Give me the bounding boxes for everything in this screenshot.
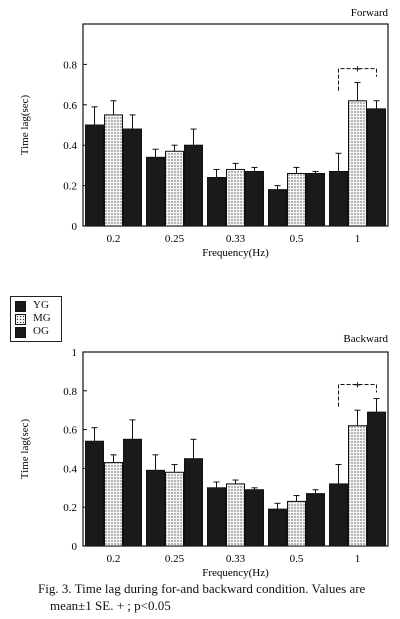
bar-og — [367, 108, 386, 227]
x-tick-label: 0.5 — [290, 233, 304, 245]
bar-og — [123, 438, 142, 547]
bar-og — [367, 411, 386, 547]
bar-mg — [104, 462, 123, 547]
legend-item-og: OG — [15, 325, 59, 338]
bar-og — [123, 128, 142, 227]
bar-yg — [268, 189, 287, 227]
y-tick-label: 1 — [72, 347, 78, 359]
backward-chart: 0 0.2 0.4 0.6 0.8 1 Backward Time lag(sec) Frequ… — [19, 333, 389, 579]
x-tick-label: 0.5 — [290, 553, 304, 565]
x-tick-label: 0.33 — [226, 553, 246, 565]
bar-mg — [226, 168, 245, 227]
bar-og — [306, 493, 325, 547]
significance-marker: + — [354, 378, 361, 392]
y-axis-label: Time lag(sec) — [19, 94, 31, 155]
forward-chart: 0 0.2 0.4 0.6 0.8 Forward Time lag(sec) Frequen… — [19, 7, 389, 259]
y-tick-label: 0.6 — [63, 425, 77, 437]
bar-mg — [287, 172, 306, 227]
y-axis-label: Time lag(sec) — [19, 418, 31, 479]
caption-line-2: mean±1 SE. + ; p<0.05 — [50, 598, 171, 613]
bar-mg — [348, 100, 367, 227]
chart-title: Forward — [351, 7, 389, 19]
bar-yg — [329, 170, 348, 227]
legend-label-mg: MG — [33, 312, 51, 324]
significance-marker: + — [354, 62, 361, 76]
y-tick-label: 0 — [72, 221, 78, 233]
bar-yg — [268, 508, 287, 547]
x-tick-label: 0.33 — [226, 233, 246, 245]
bar-mg — [348, 425, 367, 547]
bar-og — [184, 458, 203, 547]
x-tick-label: 0.25 — [165, 553, 185, 565]
bar-og — [306, 172, 325, 227]
y-tick-label: 0.8 — [63, 386, 77, 398]
bar-og — [245, 489, 264, 547]
significance-bracket — [338, 68, 377, 91]
bar-yg — [85, 124, 104, 227]
y-tick-label: 0.6 — [63, 100, 77, 112]
x-tick-label: 0.2 — [107, 553, 121, 565]
legend-swatch-mg — [15, 314, 26, 325]
x-tick-label: 0.2 — [107, 233, 121, 245]
y-tick-label: 0.4 — [63, 140, 77, 152]
x-axis-label: Frequency(Hz) — [202, 247, 269, 259]
figure-caption: Fig. 3. Time lag during for-and backward… — [38, 580, 390, 614]
x-tick-label: 1 — [355, 233, 361, 245]
x-tick-label: 0.25 — [165, 233, 185, 245]
bar-yg — [207, 177, 226, 227]
legend-label-og: OG — [33, 325, 49, 337]
legend-item-yg: YG — [15, 299, 59, 312]
y-tick-label: 0 — [72, 541, 78, 553]
chart-title: Backward — [343, 333, 388, 345]
legend-swatch-og — [15, 327, 26, 338]
legend-label-yg: YG — [33, 299, 49, 311]
bar-og — [184, 144, 203, 227]
legend-item-mg: MG — [15, 312, 59, 325]
bar-mg — [226, 483, 245, 547]
bar-yg — [146, 469, 165, 547]
x-tick-label: 1 — [355, 553, 361, 565]
bar-mg — [165, 471, 184, 547]
y-tick-label: 0.2 — [63, 502, 77, 514]
bar-og — [245, 170, 264, 227]
x-axis-label: Frequency(Hz) — [202, 567, 269, 579]
legend-swatch-yg — [15, 301, 26, 312]
y-tick-label: 0.2 — [63, 181, 77, 193]
caption-line-1: Fig. 3. Time lag during for-and backward… — [38, 581, 366, 596]
legend: YG MG OG — [10, 296, 62, 342]
bar-yg — [85, 440, 104, 547]
bar-yg — [207, 487, 226, 547]
y-tick-label: 0.8 — [63, 59, 77, 71]
bar-yg — [329, 483, 348, 547]
y-tick-label: 0.4 — [63, 463, 77, 475]
bar-mg — [287, 500, 306, 547]
bar-mg — [165, 150, 184, 227]
bar-mg — [104, 114, 123, 227]
significance-bracket — [338, 384, 377, 407]
bar-yg — [146, 156, 165, 227]
